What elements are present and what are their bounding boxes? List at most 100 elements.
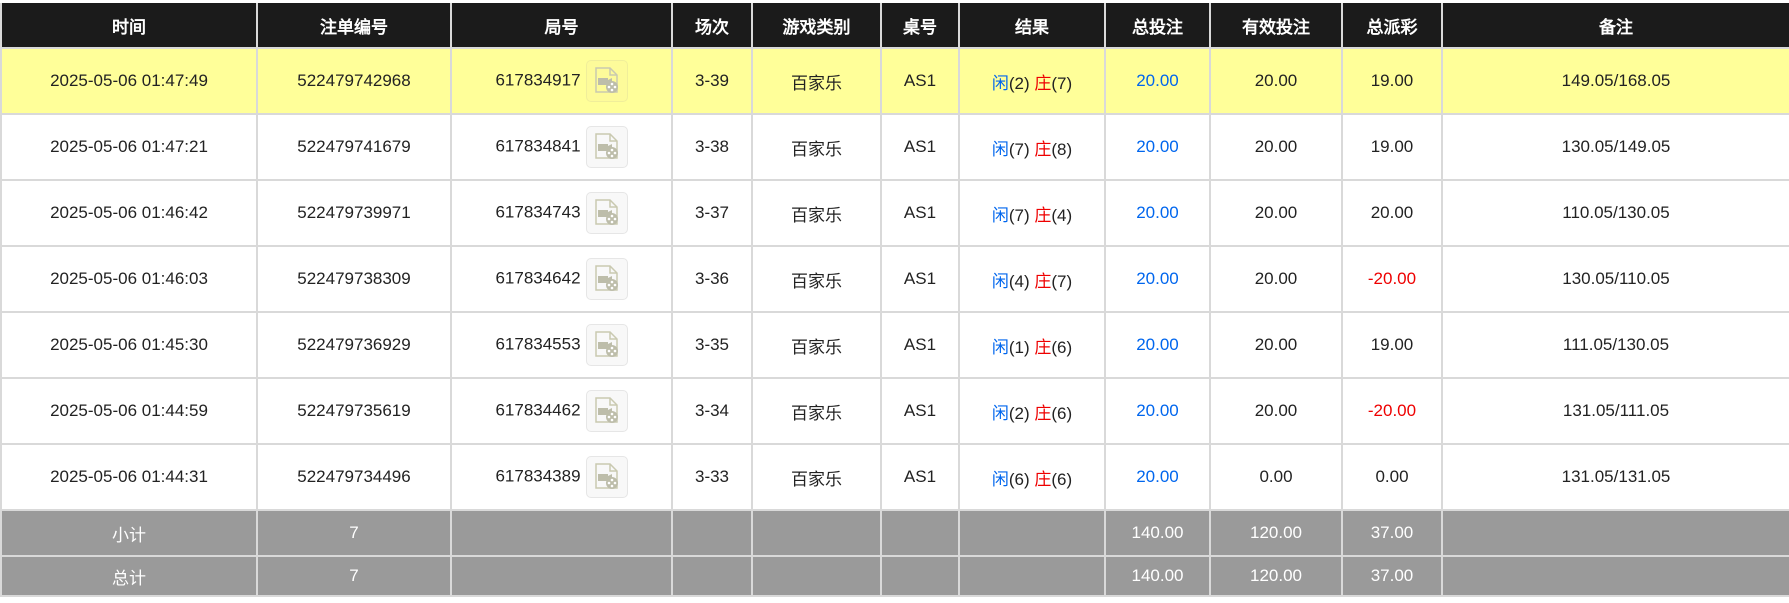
total-row: 总计 7 140.00 120.00 37.00 [0, 555, 1789, 597]
player-score: (2) [1008, 403, 1030, 423]
summary-payout: 37.00 [1341, 555, 1443, 597]
video-file-icon[interactable] [585, 258, 628, 300]
game-type-cell: 百家乐 [751, 377, 882, 445]
player-label: 闲 [991, 139, 1009, 159]
round-id: 617834841 [495, 136, 581, 156]
order-id-cell: 522479735619 [256, 377, 452, 445]
summary-bet: 140.00 [1104, 509, 1211, 557]
session-cell: 3-33 [671, 443, 753, 511]
banker-score: (6) [1051, 469, 1073, 489]
payout-cell: 19.00 [1341, 47, 1443, 115]
empty-cell [958, 509, 1106, 557]
valid-bet-cell: 20.00 [1209, 47, 1343, 115]
banker-label: 庄 [1034, 403, 1052, 423]
round-id: 617834389 [495, 466, 581, 486]
header-total-bet[interactable]: 总投注 [1104, 3, 1211, 49]
empty-cell [1441, 509, 1789, 557]
banker-score: (8) [1051, 139, 1073, 159]
banker-label: 庄 [1034, 139, 1052, 159]
header-result[interactable]: 结果 [958, 3, 1106, 49]
table-row: 2025-05-06 01:45:30 522479736929 6178345… [0, 311, 1789, 379]
total-bet-cell: 20.00 [1104, 245, 1211, 313]
table-id-cell: AS1 [880, 179, 960, 247]
player-label: 闲 [991, 271, 1009, 291]
session-cell: 3-36 [671, 245, 753, 313]
video-file-icon[interactable] [585, 390, 628, 432]
payout-cell: -20.00 [1341, 245, 1443, 313]
summary-count: 7 [256, 555, 452, 597]
time-cell: 2025-05-06 01:47:49 [0, 47, 258, 115]
player-score: (2) [1008, 73, 1030, 93]
game-type-cell: 百家乐 [751, 443, 882, 511]
header-time[interactable]: 时间 [0, 3, 258, 49]
total-bet-cell: 20.00 [1104, 377, 1211, 445]
player-score: (4) [1008, 271, 1030, 291]
time-cell: 2025-05-06 01:46:42 [0, 179, 258, 247]
order-id-cell: 522479734496 [256, 443, 452, 511]
header-note[interactable]: 备注 [1441, 3, 1789, 49]
video-file-icon[interactable] [585, 192, 628, 234]
empty-cell [671, 509, 753, 557]
valid-bet-cell: 20.00 [1209, 179, 1343, 247]
session-cell: 3-35 [671, 311, 753, 379]
session-cell: 3-39 [671, 47, 753, 115]
result-cell: 闲(7) 庄(8) [958, 113, 1106, 181]
header-order-id[interactable]: 注单编号 [256, 3, 452, 49]
order-id-cell: 522479736929 [256, 311, 452, 379]
payout-cell: -20.00 [1341, 377, 1443, 445]
result-cell: 闲(2) 庄(7) [958, 47, 1106, 115]
banker-label: 庄 [1034, 271, 1052, 291]
session-cell: 3-34 [671, 377, 753, 445]
table-row: 2025-05-06 01:47:49 522479742968 6178349… [0, 47, 1789, 115]
total-bet-cell: 20.00 [1104, 443, 1211, 511]
video-file-icon[interactable] [585, 126, 628, 168]
empty-cell [958, 555, 1106, 597]
round-id-cell: 617834841 [450, 113, 673, 181]
empty-cell [450, 555, 673, 597]
note-cell: 131.05/111.05 [1441, 377, 1789, 445]
table-row: 2025-05-06 01:47:21 522479741679 6178348… [0, 113, 1789, 181]
table-id-cell: AS1 [880, 377, 960, 445]
time-cell: 2025-05-06 01:47:21 [0, 113, 258, 181]
time-cell: 2025-05-06 01:45:30 [0, 311, 258, 379]
video-file-icon[interactable] [585, 324, 628, 366]
table-row: 2025-05-06 01:44:31 522479734496 6178343… [0, 443, 1789, 511]
header-valid-bet[interactable]: 有效投注 [1209, 3, 1343, 49]
banker-score: (4) [1051, 205, 1073, 225]
result-cell: 闲(4) 庄(7) [958, 245, 1106, 313]
header-session[interactable]: 场次 [671, 3, 753, 49]
player-label: 闲 [991, 469, 1009, 489]
summary-count: 7 [256, 509, 452, 557]
summary-label: 小计 [0, 509, 258, 557]
total-bet-cell: 20.00 [1104, 311, 1211, 379]
empty-cell [1441, 555, 1789, 597]
game-type-cell: 百家乐 [751, 47, 882, 115]
session-cell: 3-37 [671, 179, 753, 247]
header-game-type[interactable]: 游戏类别 [751, 3, 882, 49]
game-type-cell: 百家乐 [751, 245, 882, 313]
banker-score: (6) [1051, 403, 1073, 423]
header-total-payout[interactable]: 总派彩 [1341, 3, 1443, 49]
header-table-id[interactable]: 桌号 [880, 3, 960, 49]
game-type-cell: 百家乐 [751, 113, 882, 181]
video-file-icon[interactable] [585, 60, 628, 102]
table-id-cell: AS1 [880, 443, 960, 511]
empty-cell [880, 555, 960, 597]
banker-score: (7) [1051, 271, 1073, 291]
session-cell: 3-38 [671, 113, 753, 181]
player-label: 闲 [991, 73, 1009, 93]
empty-cell [880, 509, 960, 557]
header-round-id[interactable]: 局号 [450, 3, 673, 49]
summary-label: 总计 [0, 555, 258, 597]
round-id: 617834917 [495, 70, 581, 90]
table-id-cell: AS1 [880, 311, 960, 379]
total-bet-cell: 20.00 [1104, 47, 1211, 115]
order-id-cell: 522479738309 [256, 245, 452, 313]
player-label: 闲 [991, 205, 1009, 225]
order-id-cell: 522479739971 [256, 179, 452, 247]
video-file-icon[interactable] [585, 456, 628, 498]
table-id-cell: AS1 [880, 113, 960, 181]
player-label: 闲 [991, 403, 1009, 423]
summary-valid: 120.00 [1209, 509, 1343, 557]
round-id-cell: 617834462 [450, 377, 673, 445]
